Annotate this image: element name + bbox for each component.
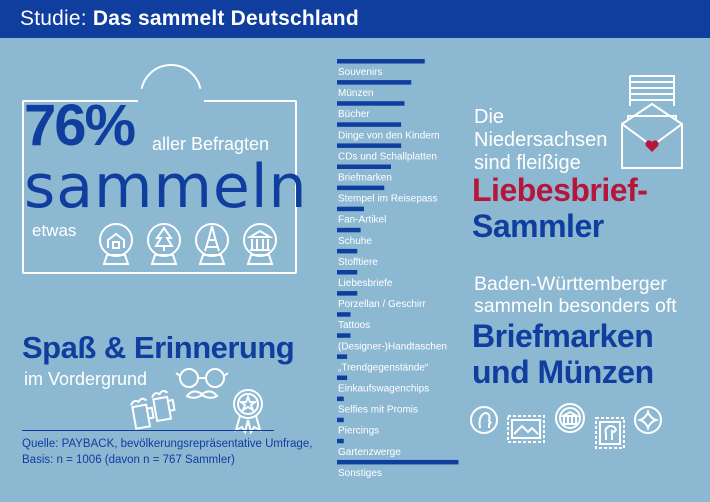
bar-label-8: Schuhe [338, 236, 372, 247]
bar-label-3: Dinge von den Kindern [338, 130, 440, 141]
snow-globe-tree-icon [147, 223, 181, 265]
stat-percent-text: aller Befragten [152, 134, 270, 154]
snow-globe-eiffel-icon [195, 223, 229, 265]
bar-label-15: Einkaufswagenchips [338, 384, 429, 395]
stat-big-word: sammeln [24, 152, 308, 222]
stamp-horse-icon [595, 417, 625, 449]
title-main: Das sammelt Deutschland [92, 7, 359, 30]
source-note: Quelle: PAYBACK, bevölkerungsrepräsentat… [22, 436, 312, 468]
nds-line-2: Niedersachsen [474, 129, 608, 151]
bar-label-2: Bücher [338, 109, 370, 120]
coin-star-icon [634, 406, 662, 434]
nds-highlight-2: Sammler [472, 208, 604, 244]
bar-18 [337, 438, 344, 444]
bar-12 [337, 312, 351, 317]
bar-label-12: Tattoos [338, 320, 370, 331]
bar-17 [337, 417, 344, 423]
snow-globe-temple-icon [243, 223, 277, 265]
bar-label-14: „Trendgegenstände“ [338, 362, 428, 373]
bar-19 [337, 459, 459, 465]
subline: im Vordergrund [24, 369, 148, 389]
fun-icons [130, 368, 263, 435]
bar-5 [337, 164, 391, 169]
source-divider [22, 430, 274, 431]
bar-9 [337, 248, 358, 254]
bar-1 [337, 80, 412, 85]
bar-label-13: (Designer-)Handtaschen [338, 341, 447, 352]
bw-highlight-2: und Münzen [472, 354, 654, 390]
header-bar: Studie: Das sammelt Deutschland [0, 0, 710, 38]
bar-label-11: Porzellan / Geschirr [338, 299, 426, 310]
bar-label-6: Stempel im Reisepass [338, 194, 437, 205]
bar-14 [337, 354, 348, 359]
nds-line-1: Die [474, 106, 505, 128]
bar-label-9: Stofftiere [338, 257, 378, 268]
bar-label-17: Piercings [338, 426, 379, 437]
stamp-icon [507, 415, 545, 443]
glasses-mustache-icon [175, 368, 229, 399]
bar-11 [337, 291, 358, 296]
bar-0 [337, 59, 425, 64]
snow-globe-house-icon [99, 223, 133, 265]
stat-percent: 76% [24, 93, 136, 158]
bw-highlight-1: Briefmarken [472, 318, 654, 354]
bw-line-2: sammeln besonders oft [474, 295, 677, 317]
snow-globes [99, 223, 277, 265]
bar-4 [337, 143, 402, 148]
bar-label-18: Gartenzwerge [338, 447, 401, 458]
bar-label-0: Souvenirs [338, 67, 382, 78]
source-line-2: Basis: n = 1006 (davon n = 767 Sammler) [22, 454, 235, 466]
letter-heart-icon [621, 75, 683, 169]
bar-16 [337, 396, 344, 402]
box-handle-gap [138, 96, 204, 104]
stat-small-word: etwas [32, 221, 77, 240]
bar-13 [337, 333, 351, 338]
nds-highlight-1: Liebesbrief- [472, 172, 648, 208]
beer-mugs-icon [130, 390, 176, 430]
coin-portrait-icon [470, 406, 498, 434]
title-prefix: Studie: [20, 7, 87, 30]
bar-label-10: Liebesbriefe [338, 278, 393, 289]
bar-2 [337, 101, 405, 106]
bar-label-16: Selfies mit Promis [338, 405, 418, 416]
bar-3 [337, 122, 402, 127]
bar-label-19: Sonstiges [338, 468, 382, 479]
stamps-coins-icons [470, 403, 662, 449]
tagline: Spaß & Erinnerung [22, 330, 295, 365]
coin-building-icon [555, 403, 585, 433]
bar-8 [337, 227, 361, 233]
bar-label-5: Briefmarken [338, 173, 392, 184]
bar-label-7: Fan-Artikel [338, 215, 386, 226]
page-title: Studie: Das sammelt Deutschland [20, 7, 359, 31]
medal-star-icon [233, 389, 263, 435]
bar-6 [337, 185, 385, 191]
bar-15 [337, 375, 348, 380]
source-line-1: Quelle: PAYBACK, bevölkerungsrepräsentat… [22, 438, 313, 450]
bar-label-1: Münzen [338, 88, 374, 99]
bw-line-1: Baden-Württemberger [474, 273, 667, 295]
bar-7 [337, 206, 364, 212]
bar-10 [337, 270, 358, 275]
bar-label-4: CDs und Schallplatten [338, 151, 437, 162]
nds-line-3: sind fleißige [474, 152, 581, 174]
